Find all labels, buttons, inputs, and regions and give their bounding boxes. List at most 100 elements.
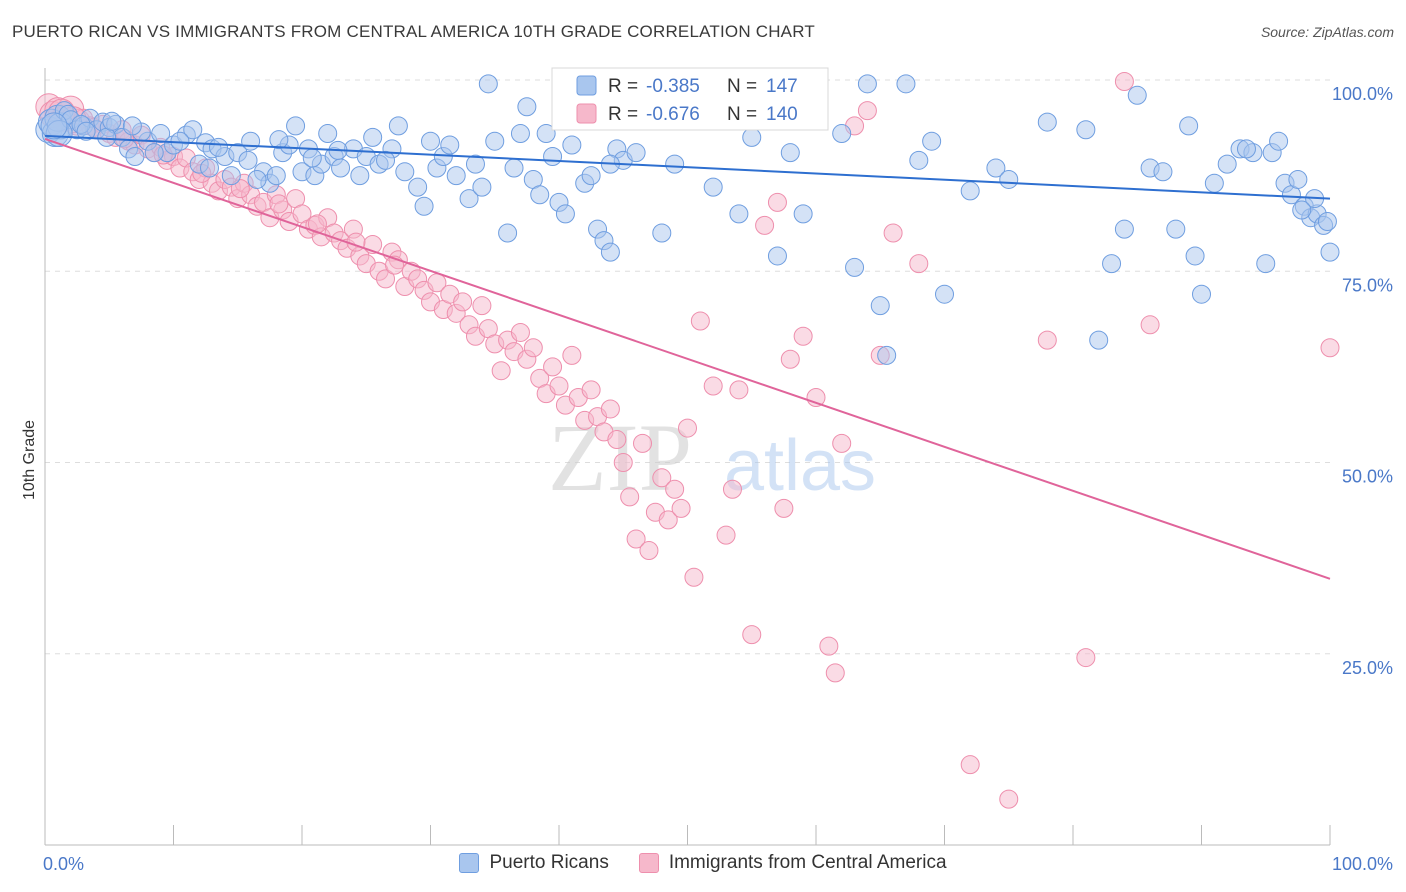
blue-point-65 — [510, 124, 530, 144]
legend-n-label-blue: N = — [727, 76, 757, 97]
pink-point-107 — [742, 625, 762, 645]
legend-swatch-central-america — [638, 853, 659, 873]
pink-point-135 — [230, 179, 250, 199]
blue-point-59 — [465, 154, 485, 174]
blue-point-35 — [286, 116, 306, 136]
blue-point-56 — [440, 135, 460, 155]
blue-point-133 — [1292, 200, 1312, 220]
pink-point-94 — [639, 540, 659, 560]
blue-point-88 — [767, 246, 787, 266]
blue-point-107 — [1102, 254, 1122, 274]
blue-point-92 — [832, 124, 852, 144]
blue-point-81 — [652, 223, 672, 243]
pink-point-118 — [857, 101, 877, 121]
legend-r-value-blue: -0.385 — [646, 76, 700, 97]
pink-point-80 — [549, 376, 569, 396]
pink-point-115 — [825, 663, 845, 683]
blue-point-29 — [241, 131, 261, 151]
blue-point-114 — [1185, 246, 1205, 266]
pink-point-104 — [716, 525, 736, 545]
blue-point-69 — [543, 147, 563, 166]
blue-point-50 — [395, 162, 415, 182]
blue-point-154 — [199, 158, 219, 178]
pink-point-111 — [780, 349, 800, 369]
blue-point-87 — [742, 127, 762, 147]
blue-point-105 — [1076, 120, 1096, 140]
blue-point-134 — [1236, 139, 1256, 159]
blue-point-82 — [665, 154, 685, 174]
blue-point-76 — [600, 242, 620, 262]
pink-point-125 — [1076, 648, 1096, 668]
pink-point-53 — [376, 269, 396, 289]
blue-point-117 — [1217, 154, 1237, 174]
legend-swatch-pink — [576, 103, 597, 124]
blue-point-156 — [302, 148, 322, 168]
pink-point-76 — [523, 338, 543, 358]
legend-item-central-america: Immigrants from Central America — [638, 852, 947, 874]
blue-point-101 — [960, 181, 980, 201]
pink-point-116 — [832, 433, 852, 453]
legend-swatch-puerto-ricans — [459, 853, 480, 873]
blue-point-130 — [1320, 242, 1340, 262]
pink-point-112 — [793, 326, 813, 346]
blue-point-51 — [408, 177, 428, 197]
pink-point-121 — [909, 254, 929, 274]
stats-legend: R = -0.385 N = 147 R = -0.676 N = 140 — [551, 67, 829, 131]
x-tick-label-0: 0.0% — [43, 854, 84, 874]
blue-point-104 — [1037, 112, 1057, 132]
legend-n-label-pink: N = — [727, 104, 757, 125]
blue-point-95 — [870, 296, 890, 316]
blue-point-19 — [151, 124, 171, 144]
blue-point-155 — [247, 169, 267, 189]
blue-point-97 — [896, 74, 916, 94]
pink-point-126 — [1114, 72, 1134, 92]
pink-point-68 — [472, 296, 492, 316]
pink-point-82 — [562, 345, 582, 365]
pink-point-100 — [678, 418, 697, 438]
blue-point-113 — [1179, 116, 1199, 136]
pink-point-85 — [581, 380, 601, 400]
blue-point-131 — [1317, 212, 1337, 232]
blue-point-32 — [266, 166, 286, 186]
blue-point-152 — [76, 121, 96, 141]
pink-point-124 — [1037, 330, 1057, 350]
pink-point-93 — [633, 433, 653, 453]
blue-point-143 — [183, 120, 203, 140]
pink-point-79 — [543, 357, 563, 377]
blue-point-120 — [1256, 254, 1276, 274]
blue-point-109 — [1127, 85, 1147, 105]
blue-point-151 — [40, 112, 68, 140]
blue-point-138 — [376, 150, 396, 170]
blue-point-106 — [1089, 330, 1109, 350]
y-tick-label-0: 25.0% — [1342, 658, 1393, 678]
legend-r-label-pink: R = — [608, 104, 638, 125]
pink-point-101 — [684, 567, 704, 587]
blue-point-44 — [350, 166, 370, 186]
blue-point-122 — [1269, 131, 1289, 151]
bottom-legend: Puerto Ricans Immigrants from Central Am… — [0, 852, 1406, 874]
y-tick-label-2: 75.0% — [1342, 275, 1393, 295]
blue-point-94 — [857, 74, 877, 94]
legend-swatch-blue — [576, 75, 597, 96]
blue-point-42 — [331, 158, 351, 178]
blue-point-102 — [986, 158, 1006, 178]
blue-point-103 — [999, 169, 1019, 189]
blue-point-64 — [504, 158, 524, 178]
blue-point-68 — [536, 124, 556, 144]
pink-point-103 — [703, 376, 723, 396]
blue-point-71 — [555, 204, 575, 224]
trend-lines — [44, 134, 1331, 580]
blue-point-147 — [122, 116, 142, 136]
pink-point-88 — [600, 399, 620, 419]
blue-point-72 — [562, 135, 582, 155]
pink-point-71 — [491, 361, 511, 381]
pink-point-91 — [620, 487, 640, 507]
blue-point-60 — [472, 177, 492, 197]
legend-r-label-blue: R = — [608, 76, 638, 97]
pink-point-109 — [767, 192, 787, 212]
blue-point-111 — [1153, 162, 1173, 182]
blue-point-137 — [530, 185, 550, 205]
blue-point-89 — [780, 143, 800, 163]
blue-point-66 — [517, 97, 537, 117]
